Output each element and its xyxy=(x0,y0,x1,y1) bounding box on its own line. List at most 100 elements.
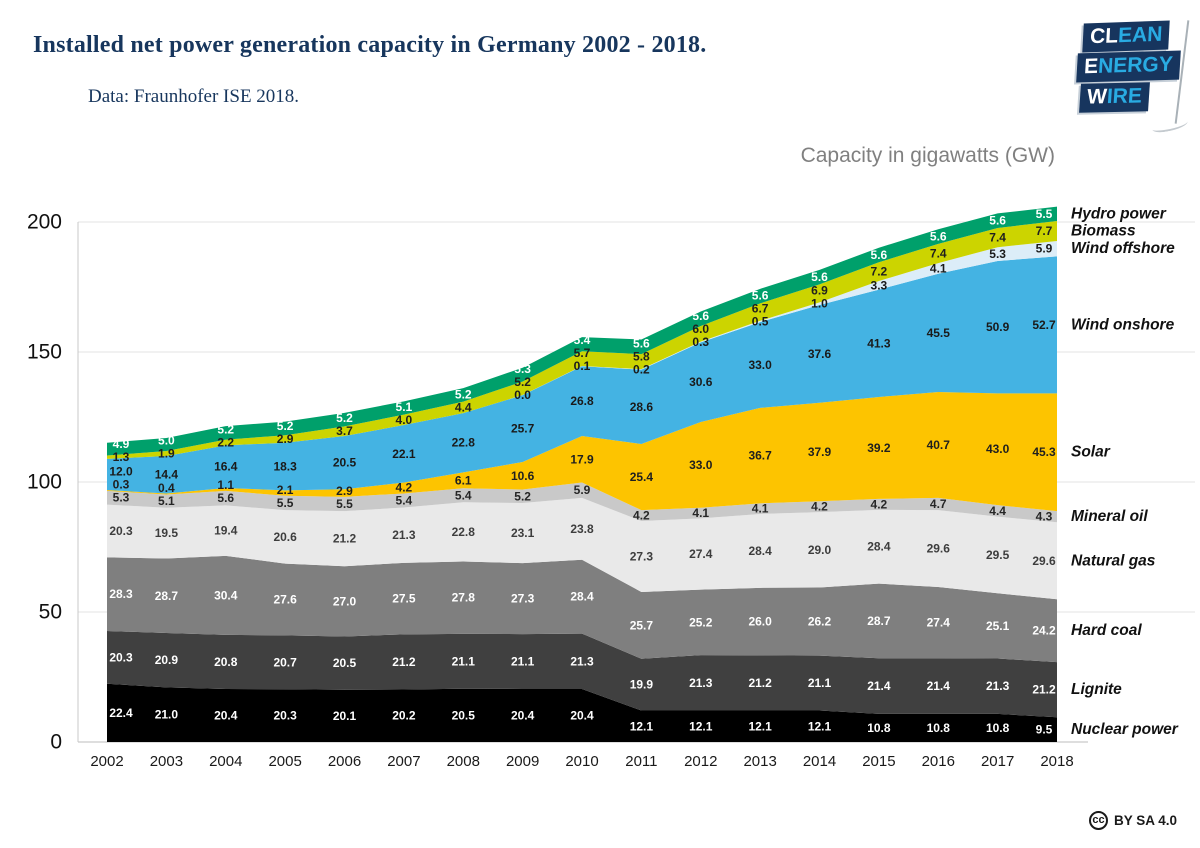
value-label-natural-gas-2008: 22.8 xyxy=(452,525,476,539)
value-label-solar-2005: 2.1 xyxy=(277,483,294,497)
area-band-hydro-power xyxy=(107,206,1057,456)
value-label-hydro-power-2010: 5.4 xyxy=(574,333,591,347)
value-label-nuclear-power-2006: 20.1 xyxy=(333,709,357,723)
value-label-hydro-power-2018: 5.5 xyxy=(1036,207,1053,221)
value-label-biomass-2018: 7.7 xyxy=(1036,224,1053,238)
legend-label-solar: Solar xyxy=(1071,444,1111,461)
x-tick-label-2006: 2006 xyxy=(328,753,361,770)
value-label-lignite-2014: 21.1 xyxy=(808,676,832,690)
value-label-solar-2004: 1.1 xyxy=(217,478,234,492)
value-label-hydro-power-2009: 5.3 xyxy=(514,362,531,376)
value-label-mineral-oil-2004: 5.6 xyxy=(217,491,234,505)
area-band-wind-onshore xyxy=(107,256,1057,494)
area-band-natural-gas xyxy=(107,497,1057,600)
value-label-hard-coal-2016: 27.4 xyxy=(927,616,951,630)
value-label-natural-gas-2017: 29.5 xyxy=(986,548,1010,562)
license-label: BY SA 4.0 xyxy=(1114,813,1178,828)
value-label-hydro-power-2014: 5.6 xyxy=(811,270,828,284)
value-label-natural-gas-2010: 23.8 xyxy=(570,522,594,536)
value-label-solar-2014: 37.9 xyxy=(808,445,832,459)
value-label-wind-onshore-2016: 45.5 xyxy=(927,326,951,340)
x-tick-label-2013: 2013 xyxy=(743,753,776,770)
value-label-hydro-power-2007: 5.1 xyxy=(396,400,413,414)
value-label-biomass-2003: 1.9 xyxy=(158,447,175,461)
value-label-lignite-2012: 21.3 xyxy=(689,676,713,690)
value-label-natural-gas-2013: 28.4 xyxy=(748,544,772,558)
value-label-lignite-2017: 21.3 xyxy=(986,679,1010,693)
value-label-hard-coal-2017: 25.1 xyxy=(986,619,1010,633)
value-label-natural-gas-2004: 19.4 xyxy=(214,524,238,538)
value-label-hard-coal-2004: 30.4 xyxy=(214,588,238,602)
value-label-lignite-2013: 21.2 xyxy=(748,676,772,690)
x-tick-label-2009: 2009 xyxy=(506,753,539,770)
value-label-mineral-oil-2015: 4.2 xyxy=(871,497,888,511)
value-label-hard-coal-2011: 25.7 xyxy=(630,618,654,632)
value-label-wind-onshore-2006: 20.5 xyxy=(333,456,357,470)
area-band-solar xyxy=(107,392,1057,512)
value-label-biomass-2017: 7.4 xyxy=(989,231,1006,245)
value-label-hard-coal-2018: 24.2 xyxy=(1032,624,1056,638)
value-label-natural-gas-2016: 29.6 xyxy=(927,542,951,556)
value-label-nuclear-power-2015: 10.8 xyxy=(867,721,891,735)
value-label-nuclear-power-2013: 12.1 xyxy=(748,719,772,733)
legend-label-natural-gas: Natural gas xyxy=(1071,552,1156,569)
value-label-wind-offshore-2014: 1.0 xyxy=(811,297,828,311)
value-label-hard-coal-2006: 27.0 xyxy=(333,594,357,608)
value-label-wind-onshore-2012: 30.6 xyxy=(689,375,713,389)
value-label-solar-2009: 10.6 xyxy=(511,469,535,483)
value-label-hydro-power-2002: 4.9 xyxy=(113,437,130,451)
legend-label-wind-offshore: Wind offshore xyxy=(1071,240,1175,257)
y-tick-label-100: 100 xyxy=(27,471,62,494)
value-label-hard-coal-2013: 26.0 xyxy=(748,615,772,629)
value-label-mineral-oil-2014: 4.2 xyxy=(811,500,828,514)
value-label-hard-coal-2012: 25.2 xyxy=(689,615,713,629)
value-label-solar-2017: 43.0 xyxy=(986,442,1010,456)
x-tick-label-2017: 2017 xyxy=(981,753,1014,770)
y-tick-label-200: 200 xyxy=(27,211,62,234)
value-label-wind-offshore-2013: 0.5 xyxy=(752,314,769,328)
value-label-nuclear-power-2009: 20.4 xyxy=(511,708,535,722)
value-label-biomass-2008: 4.4 xyxy=(455,400,472,414)
x-tick-label-2003: 2003 xyxy=(150,753,183,770)
value-label-solar-2015: 39.2 xyxy=(867,441,891,455)
value-label-nuclear-power-2014: 12.1 xyxy=(808,719,832,733)
value-label-mineral-oil-2018: 4.3 xyxy=(1036,510,1053,524)
value-label-mineral-oil-2002: 5.3 xyxy=(113,491,130,505)
value-label-nuclear-power-2010: 20.4 xyxy=(570,708,594,722)
value-label-solar-2003: 0.4 xyxy=(158,481,175,495)
value-label-wind-onshore-2008: 22.8 xyxy=(452,436,476,450)
value-label-biomass-2013: 6.7 xyxy=(752,301,769,315)
data-source-subtitle: Data: Fraunhofer ISE 2018. xyxy=(88,86,300,107)
value-label-wind-onshore-2014: 37.6 xyxy=(808,347,832,361)
value-label-hydro-power-2013: 5.6 xyxy=(752,288,769,302)
value-label-mineral-oil-2011: 4.2 xyxy=(633,509,650,523)
y-tick-label-50: 50 xyxy=(39,601,62,624)
value-label-mineral-oil-2008: 5.4 xyxy=(455,488,472,502)
value-label-lignite-2003: 20.9 xyxy=(155,653,179,667)
value-label-hard-coal-2014: 26.2 xyxy=(808,615,832,629)
value-label-solar-2016: 40.7 xyxy=(927,438,951,452)
value-label-nuclear-power-2004: 20.4 xyxy=(214,708,238,722)
value-label-hard-coal-2002: 28.3 xyxy=(109,587,133,601)
area-band-biomass xyxy=(107,220,1057,459)
value-label-nuclear-power-2003: 21.0 xyxy=(155,708,179,722)
value-label-nuclear-power-2002: 22.4 xyxy=(109,706,133,720)
value-label-wind-onshore-2015: 41.3 xyxy=(867,336,891,350)
value-label-biomass-2014: 6.9 xyxy=(811,284,828,298)
value-label-lignite-2005: 20.7 xyxy=(273,655,297,669)
value-label-natural-gas-2006: 21.2 xyxy=(333,532,357,546)
value-label-hydro-power-2017: 5.6 xyxy=(989,214,1006,228)
value-label-wind-onshore-2011: 28.6 xyxy=(630,400,654,414)
x-tick-label-2016: 2016 xyxy=(922,753,955,770)
value-label-natural-gas-2007: 21.3 xyxy=(392,528,416,542)
value-label-solar-2008: 6.1 xyxy=(455,473,472,487)
value-label-biomass-2012: 6.0 xyxy=(692,322,709,336)
value-label-wind-onshore-2005: 18.3 xyxy=(273,460,297,474)
value-label-wind-onshore-2003: 14.4 xyxy=(155,468,179,482)
y-tick-label-150: 150 xyxy=(27,341,62,364)
value-label-lignite-2015: 21.4 xyxy=(867,679,891,693)
value-label-hard-coal-2007: 27.5 xyxy=(392,592,416,606)
legend-label-nuclear-power: Nuclear power xyxy=(1071,721,1179,738)
value-label-biomass-2009: 5.2 xyxy=(514,375,531,389)
value-label-lignite-2010: 21.3 xyxy=(570,654,594,668)
